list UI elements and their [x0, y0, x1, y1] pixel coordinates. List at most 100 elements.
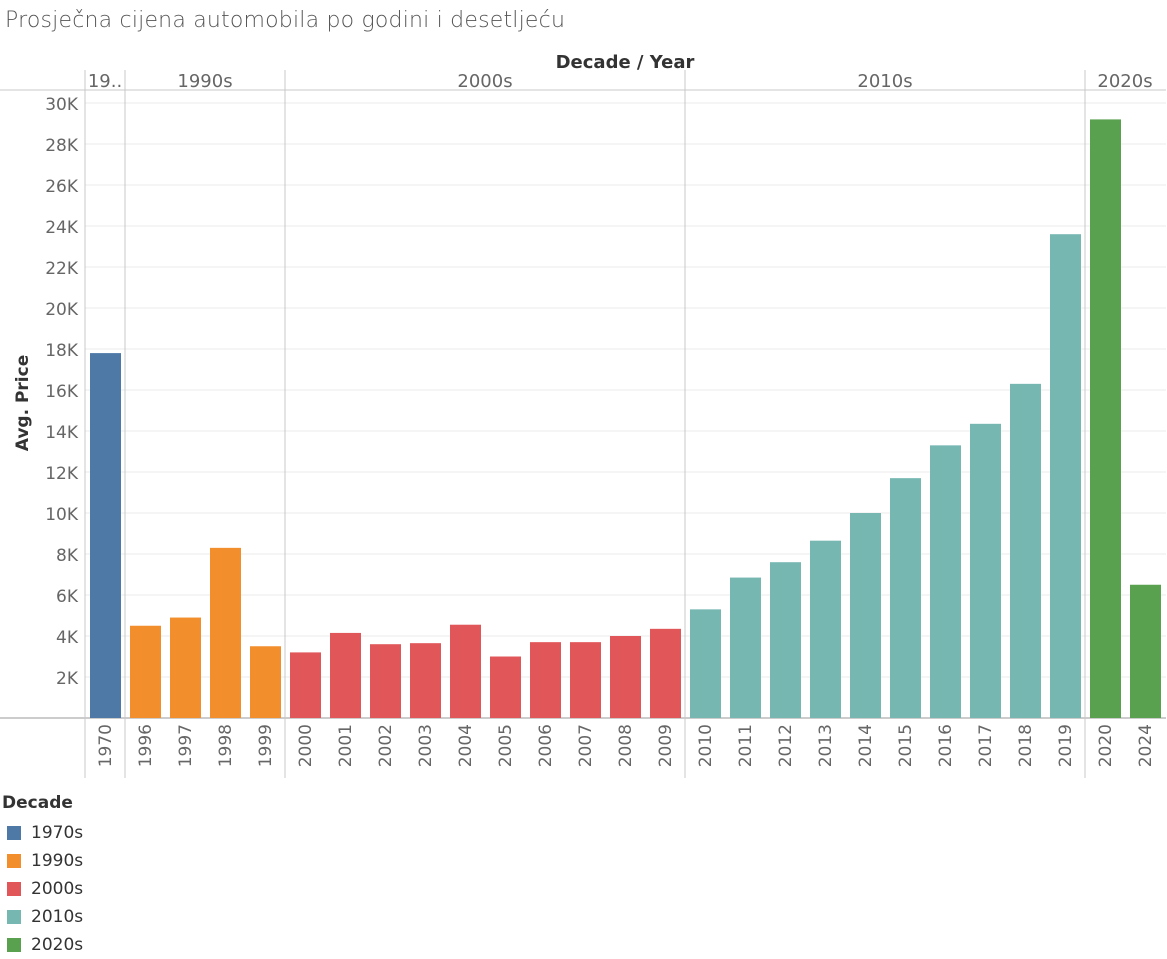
bar[interactable] [970, 423, 1001, 718]
y-axis-title: Avg. Price [13, 355, 33, 451]
bar[interactable] [250, 646, 281, 718]
y-tick-label: 8K [56, 546, 79, 566]
x-tick-label: 2001 [336, 724, 356, 767]
legend-item[interactable]: 1990s [2, 847, 83, 875]
chart-title: Prosječna cijena automobila po godini i … [5, 8, 566, 33]
legend-label: 2000s [31, 879, 84, 899]
x-tick-label: 2006 [536, 724, 556, 767]
decade-header-label: 2010s [857, 71, 912, 92]
legend-swatch [7, 854, 21, 868]
x-tick-label: 2017 [976, 724, 996, 767]
decade-header-label: 2000s [457, 71, 512, 92]
bar[interactable] [530, 642, 561, 718]
x-tick-label: 1999 [256, 724, 276, 767]
bar[interactable] [930, 445, 961, 718]
bar[interactable] [410, 643, 441, 718]
x-axis-title: Decade / Year [556, 52, 695, 73]
bar[interactable] [1090, 119, 1121, 718]
x-tick-label: 2014 [856, 724, 876, 767]
legend-label: 2020s [31, 935, 84, 955]
x-tick-label: 2004 [456, 724, 476, 767]
y-axis: 2K 4K 6K 8K 10K 12K 14K 16K 18K 20K 22K 24K 26K 28K 30… [45, 95, 79, 689]
bar[interactable] [1050, 234, 1081, 718]
bar[interactable] [810, 540, 841, 718]
decade-header-label: 1990s [177, 71, 232, 92]
x-tick-label: 2003 [416, 724, 436, 767]
bar[interactable] [90, 353, 121, 718]
x-tick-label: 2019 [1056, 724, 1076, 767]
x-axis: 1970 1996 1997 1998 1999 2000 2001 2002 2003 2004… [96, 724, 1156, 767]
bar[interactable] [850, 513, 881, 718]
x-tick-label: 2010 [696, 724, 716, 767]
bar[interactable] [730, 577, 761, 718]
bar[interactable] [770, 562, 801, 718]
bars [90, 119, 1161, 718]
x-tick-label: 2011 [736, 724, 756, 767]
bar[interactable] [290, 652, 321, 718]
bar[interactable] [210, 547, 241, 718]
y-tick-label: 2K [56, 669, 79, 689]
legend-items: 1970s 1990s 2000s 2010s 2020s [2, 819, 83, 959]
bar[interactable] [650, 628, 681, 718]
gridlines [0, 70, 1166, 778]
x-tick-label: 1996 [136, 724, 156, 767]
y-tick-label: 4K [56, 628, 79, 648]
x-tick-label: 2000 [296, 724, 316, 767]
legend-item[interactable]: 2000s [2, 875, 83, 903]
x-tick-label: 2015 [896, 724, 916, 767]
x-tick-label: 2002 [376, 724, 396, 767]
y-tick-label: 12K [45, 464, 79, 484]
bar[interactable] [370, 644, 401, 718]
bar[interactable] [890, 478, 921, 718]
bar[interactable] [570, 642, 601, 718]
legend-item[interactable]: 2010s [2, 903, 83, 931]
y-tick-label: 6K [56, 587, 79, 607]
legend-swatch [7, 938, 21, 952]
legend-label: 2010s [31, 907, 84, 927]
y-tick-label: 14K [45, 423, 79, 443]
bar-chart: 2K 4K 6K 8K 10K 12K 14K 16K 18K 20K 22K 24K 26K 28K 30… [0, 52, 1166, 778]
legend-item[interactable]: 2020s [2, 931, 83, 959]
x-tick-label: 2016 [936, 724, 956, 767]
x-tick-label: 2008 [616, 724, 636, 767]
y-tick-label: 22K [45, 259, 79, 279]
y-tick-label: 10K [45, 505, 79, 525]
x-tick-label: 2013 [816, 724, 836, 767]
x-tick-label: 1998 [216, 724, 236, 767]
legend-item[interactable]: 1970s [2, 819, 83, 847]
bar[interactable] [130, 625, 161, 718]
y-tick-label: 16K [45, 382, 79, 402]
bar[interactable] [170, 617, 201, 718]
y-tick-label: 30K [45, 95, 79, 115]
y-tick-label: 24K [45, 218, 79, 238]
bar[interactable] [690, 609, 721, 718]
x-tick-label: 2007 [576, 724, 596, 767]
y-tick-label: 26K [45, 177, 79, 197]
x-tick-label: 1970 [96, 724, 116, 767]
y-tick-label: 20K [45, 300, 79, 320]
legend: Decade 1970s 1990s 2000s 2010s 2020s [2, 793, 83, 959]
decade-header: 19.. 1990s 2000s 2010s 2020s [88, 70, 1153, 778]
bar[interactable] [1010, 383, 1041, 718]
decade-header-label: 2020s [1097, 71, 1152, 92]
x-tick-label: 2005 [496, 724, 516, 767]
x-tick-label: 2009 [656, 724, 676, 767]
bar[interactable] [1130, 584, 1161, 718]
y-tick-label: 18K [45, 341, 79, 361]
bar[interactable] [450, 624, 481, 718]
legend-swatch [7, 910, 21, 924]
x-tick-label: 2018 [1016, 724, 1036, 767]
bar[interactable] [610, 636, 641, 718]
x-tick-label: 2012 [776, 724, 796, 767]
y-tick-label: 28K [45, 136, 79, 156]
x-tick-label: 1997 [176, 724, 196, 767]
legend-swatch [7, 882, 21, 896]
x-tick-label: 2024 [1136, 724, 1156, 767]
legend-label: 1990s [31, 851, 84, 871]
legend-swatch [7, 826, 21, 840]
x-tick-label: 2020 [1096, 724, 1116, 767]
legend-label: 1970s [31, 823, 84, 843]
bar[interactable] [330, 632, 361, 718]
legend-title: Decade [2, 793, 73, 813]
bar[interactable] [490, 656, 521, 719]
